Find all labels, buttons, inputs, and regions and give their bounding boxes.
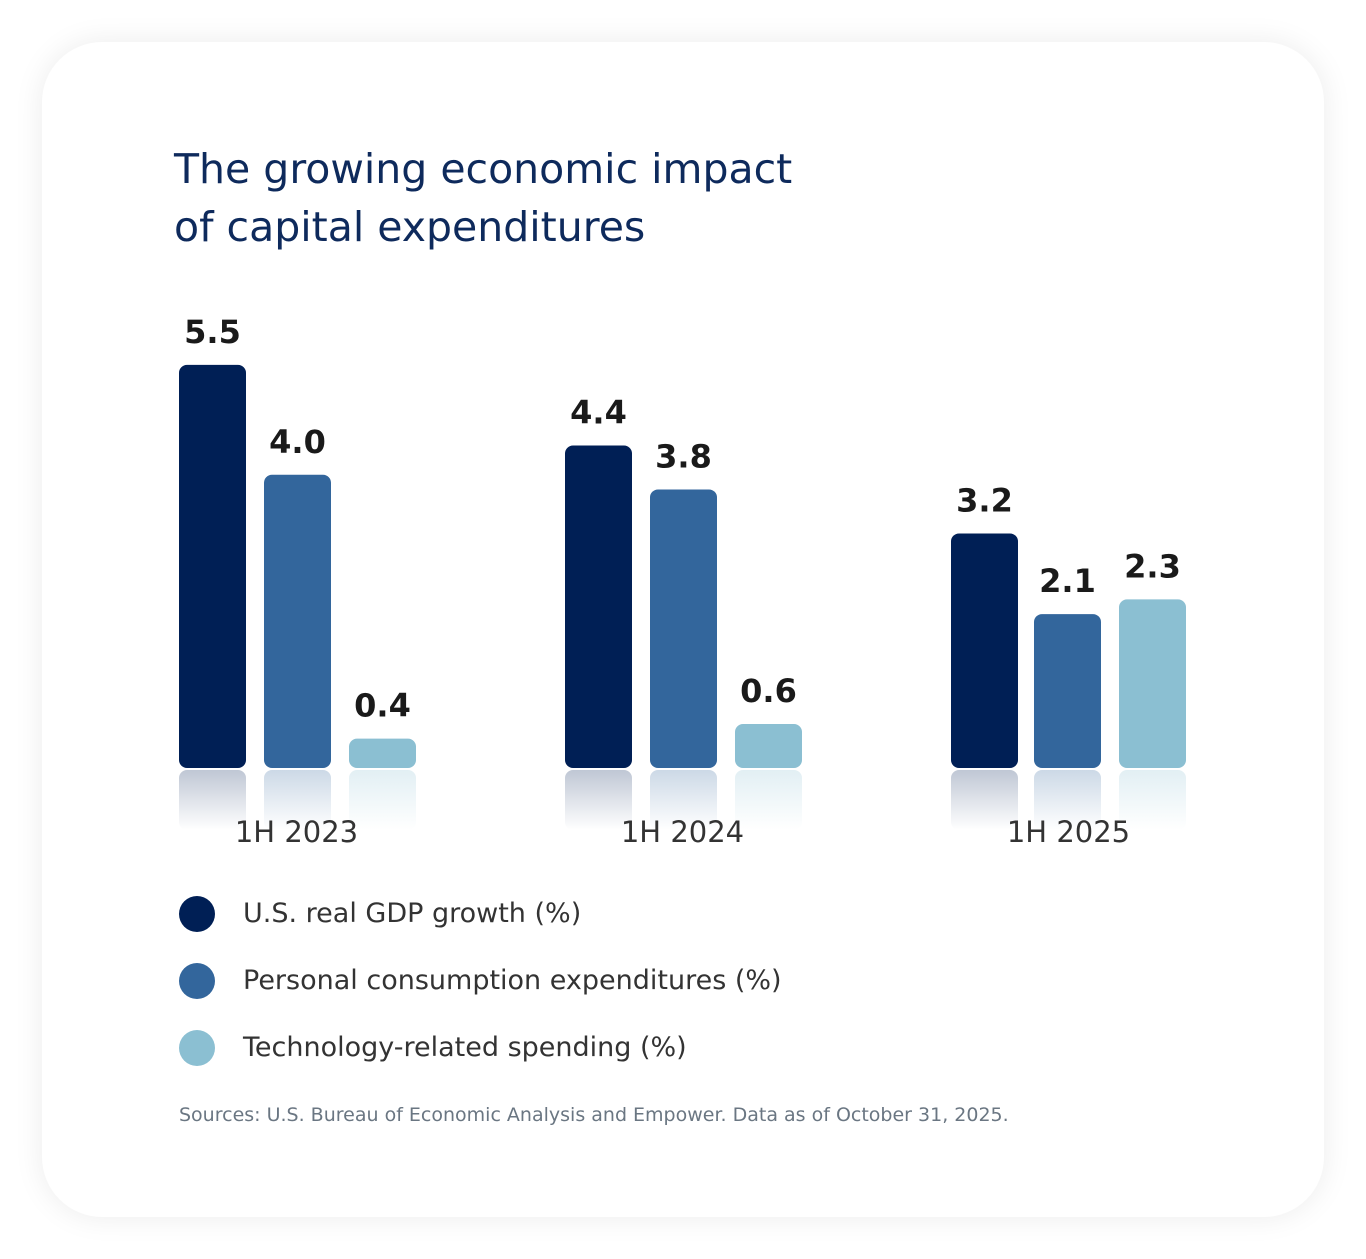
data-label: 5.5 bbox=[184, 313, 241, 351]
source-note: Sources: U.S. Bureau of Economic Analysi… bbox=[179, 1104, 1009, 1126]
title-line-1: The growing economic impact bbox=[174, 145, 793, 193]
legend: U.S. real GDP growth (%) Personal consump… bbox=[179, 880, 782, 1081]
legend-swatch-icon bbox=[179, 962, 215, 999]
bar bbox=[951, 533, 1018, 768]
category-label: 1H 2025 bbox=[1007, 815, 1130, 849]
bar-reflection bbox=[179, 770, 246, 830]
legend-label: Technology-related spending (%) bbox=[243, 1032, 687, 1063]
bar-chart: 5.5 4.0 0.4 1H 2023 4.4 3.8 0.6 1H 2024 3.2 2.1 2.… bbox=[179, 313, 1186, 849]
legend-item: Technology-related spending (%) bbox=[179, 1014, 782, 1081]
data-label: 0.6 bbox=[740, 672, 797, 710]
bar bbox=[1034, 614, 1101, 768]
category-label: 1H 2024 bbox=[621, 815, 744, 849]
bar bbox=[565, 445, 632, 768]
data-label: 0.4 bbox=[354, 687, 411, 725]
bar-reflection bbox=[1119, 770, 1186, 830]
category-label: 1H 2023 bbox=[235, 815, 358, 849]
legend-item: Personal consumption expenditures (%) bbox=[179, 947, 782, 1014]
bar bbox=[1119, 599, 1186, 768]
legend-label: U.S. real GDP growth (%) bbox=[243, 898, 582, 929]
legend-label: Personal consumption expenditures (%) bbox=[243, 965, 782, 996]
bar-reflection bbox=[735, 770, 802, 830]
data-label: 2.3 bbox=[1124, 547, 1181, 585]
bar-reflection bbox=[565, 770, 632, 830]
bar-reflection bbox=[650, 770, 717, 830]
bar-reflection bbox=[951, 770, 1018, 830]
bar-reflection bbox=[264, 770, 331, 830]
chart-title: The growing economic impact of capital ex… bbox=[174, 140, 874, 256]
legend-item: U.S. real GDP growth (%) bbox=[179, 880, 782, 947]
data-label: 3.2 bbox=[956, 481, 1013, 519]
legend-swatch-icon bbox=[179, 1029, 215, 1066]
bar-reflection bbox=[1034, 770, 1101, 830]
bar bbox=[735, 724, 802, 768]
bar bbox=[264, 474, 331, 768]
bar bbox=[349, 738, 416, 768]
bar bbox=[650, 489, 717, 768]
bar-reflection bbox=[349, 770, 416, 830]
data-label: 3.8 bbox=[655, 437, 712, 475]
title-line-2: of capital expenditures bbox=[174, 203, 646, 251]
bar bbox=[179, 364, 246, 768]
data-label: 4.4 bbox=[570, 393, 627, 431]
data-label: 2.1 bbox=[1039, 562, 1096, 600]
data-label: 4.0 bbox=[269, 423, 326, 461]
legend-swatch-icon bbox=[179, 895, 215, 932]
